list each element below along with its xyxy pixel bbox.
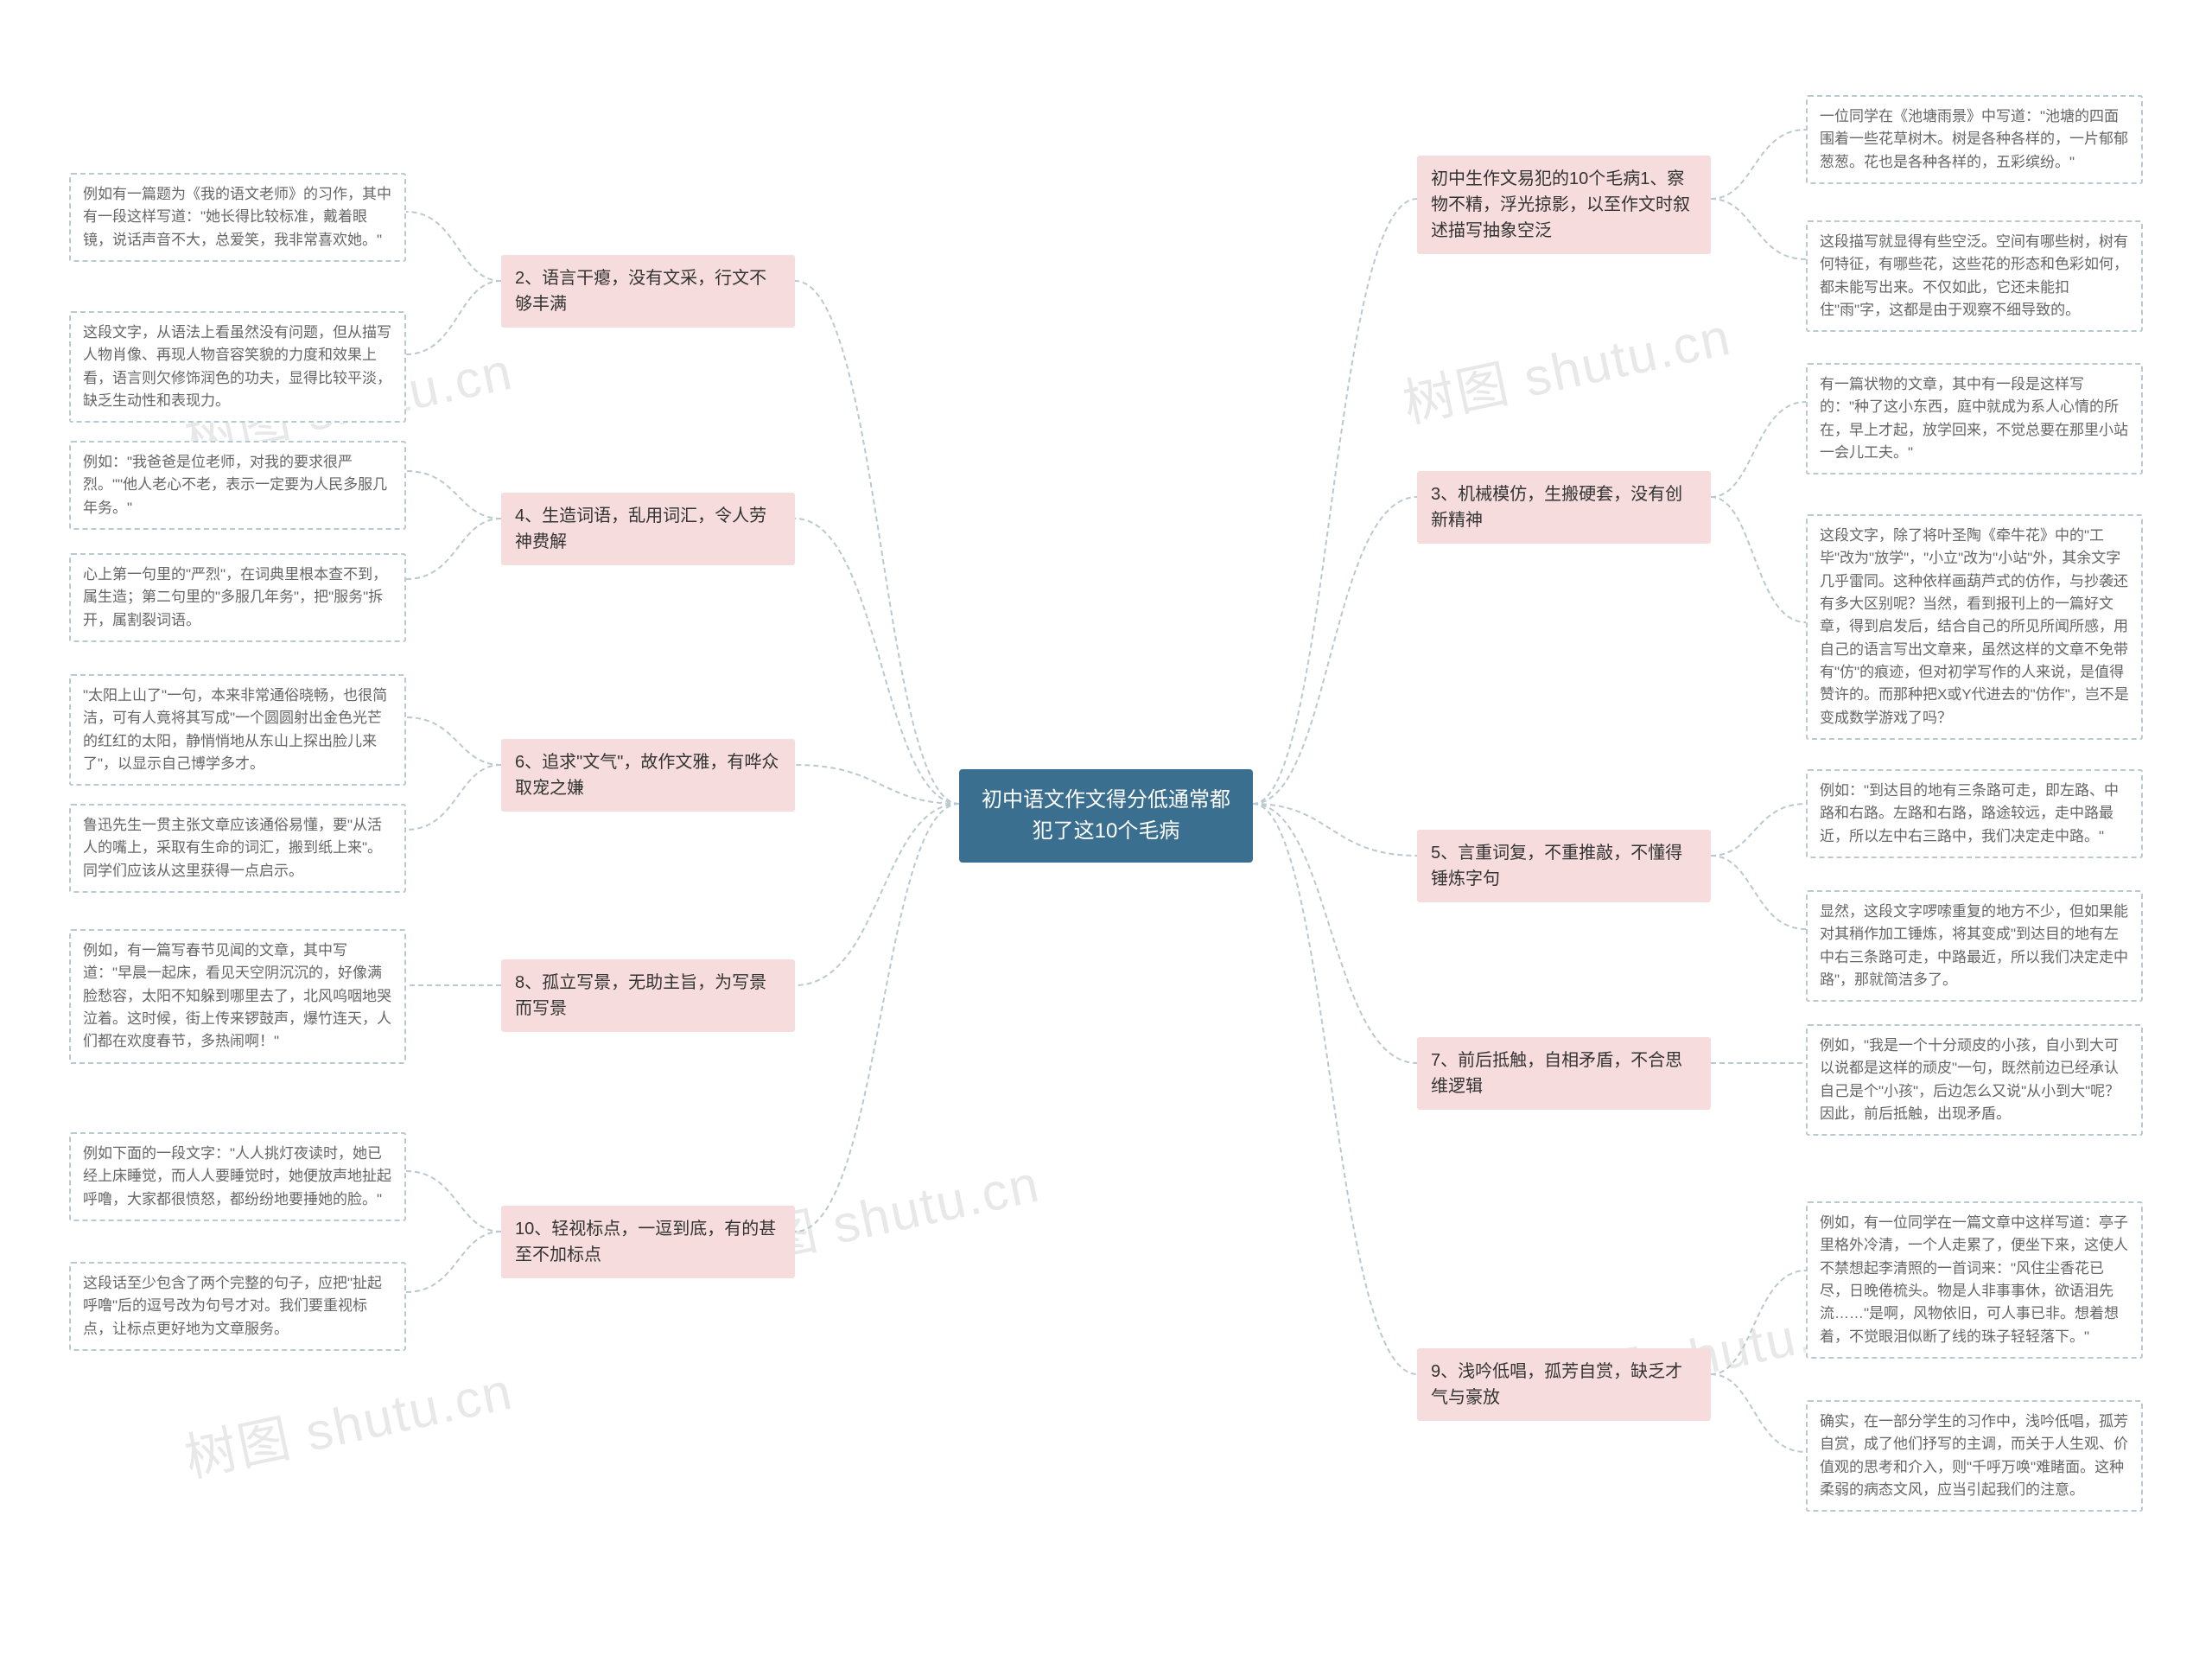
leaf-6a: "太阳上山了"一句，本来非常通俗晓畅，也很简洁，可有人竟将其写成"一个圆圆射出金… <box>69 674 406 786</box>
leaf-9a: 例如，有一位同学在一篇文章中这样写道：亭子里格外冷清，一个人走累了，便坐下来，这… <box>1806 1201 2143 1359</box>
leaf-5a: 例如："到达目的地有三条路可走，即左路、中路和右路。左路和右路，路途较远，走中路… <box>1806 769 2143 858</box>
leaf-9b: 确实，在一部分学生的习作中，浅吟低唱，孤芳自赏，成了他们抒写的主调，而关于人生观… <box>1806 1400 2143 1512</box>
leaf-4a: 例如："我爸爸是位老师，对我的要求很严烈。""他人老心不老，表示一定要为人民多服… <box>69 441 406 530</box>
branch-7: 7、前后抵触，自相矛盾，不合思维逻辑 <box>1417 1037 1711 1110</box>
leaf-2a: 例如有一篇题为《我的语文老师》的习作，其中有一段这样写道："她长得比较标准，戴着… <box>69 173 406 262</box>
branch-3: 3、机械模仿，生搬硬套，没有创新精神 <box>1417 471 1711 544</box>
leaf-1b: 这段描写就显得有些空泛。空间有哪些树，树有何特征，有哪些花，这些花的形态和色彩如… <box>1806 220 2143 332</box>
leaf-6b: 鲁迅先生一贯主张文章应该通俗易懂，要"从活人的嘴上，采取有生命的词汇，搬到纸上来… <box>69 804 406 893</box>
branch-1: 初中生作文易犯的10个毛病1、察物不精，浮光掠影，以至作文时叙述描写抽象空泛 <box>1417 156 1711 254</box>
leaf-10a: 例如下面的一段文字："人人挑灯夜读时，她已经上床睡觉，而人人要睡觉时，她便放声地… <box>69 1132 406 1221</box>
branch-9: 9、浅吟低唱，孤芳自赏，缺乏才气与豪放 <box>1417 1348 1711 1421</box>
watermark: 树图 shutu.cn <box>1395 295 1737 437</box>
leaf-3b: 这段文字，除了将叶圣陶《牵牛花》中的"工毕"改为"放学"，"小立"改为"小站"外… <box>1806 514 2143 740</box>
leaf-3a: 有一篇状物的文章，其中有一段是这样写的："种了这小东西，庭中就成为系人心情的所在… <box>1806 363 2143 474</box>
leaf-7a: 例如，"我是一个十分顽皮的小孩，自小到大可以说都是这样的顽皮"一句，既然前边已经… <box>1806 1024 2143 1136</box>
leaf-8a: 例如，有一篇写春节见闻的文章，其中写道："早晨一起床，看见天空阴沉沉的，好像满脸… <box>69 929 406 1064</box>
branch-2: 2、语言干瘪，没有文采，行文不够丰满 <box>501 255 795 328</box>
leaf-4b: 心上第一句里的"严烈"，在词典里根本查不到，属生造；第二句里的"多服几年务"，把… <box>69 553 406 642</box>
leaf-1a: 一位同学在《池塘雨景》中写道："池塘的四面围着一些花草树木。树是各种各样的，一片… <box>1806 95 2143 184</box>
watermark: 树图 shutu.cn <box>177 1349 518 1492</box>
branch-6: 6、追求"文气"，故作文雅，有哗众取宠之嫌 <box>501 739 795 812</box>
branch-5: 5、言重词复，不重推敲，不懂得锤炼字句 <box>1417 830 1711 902</box>
branch-8: 8、孤立写景，无助主旨，为写景而写景 <box>501 959 795 1032</box>
leaf-5b: 显然，这段文字啰嗦重复的地方不少，但如果能对其稍作加工锤炼，将其变成"到达目的地… <box>1806 890 2143 1002</box>
center-node: 初中语文作文得分低通常都犯了这10个毛病 <box>959 769 1253 863</box>
branch-4: 4、生造词语，乱用词汇，令人劳神费解 <box>501 493 795 565</box>
leaf-10b: 这段话至少包含了两个完整的句子，应把"扯起呼噜"后的逗号改为句号才对。我们要重视… <box>69 1262 406 1351</box>
leaf-2b: 这段文字，从语法上看虽然没有问题，但从描写人物肖像、再现人物音容笑貌的力度和效果… <box>69 311 406 423</box>
branch-10: 10、轻视标点，一逗到底，有的甚至不加标点 <box>501 1206 795 1278</box>
